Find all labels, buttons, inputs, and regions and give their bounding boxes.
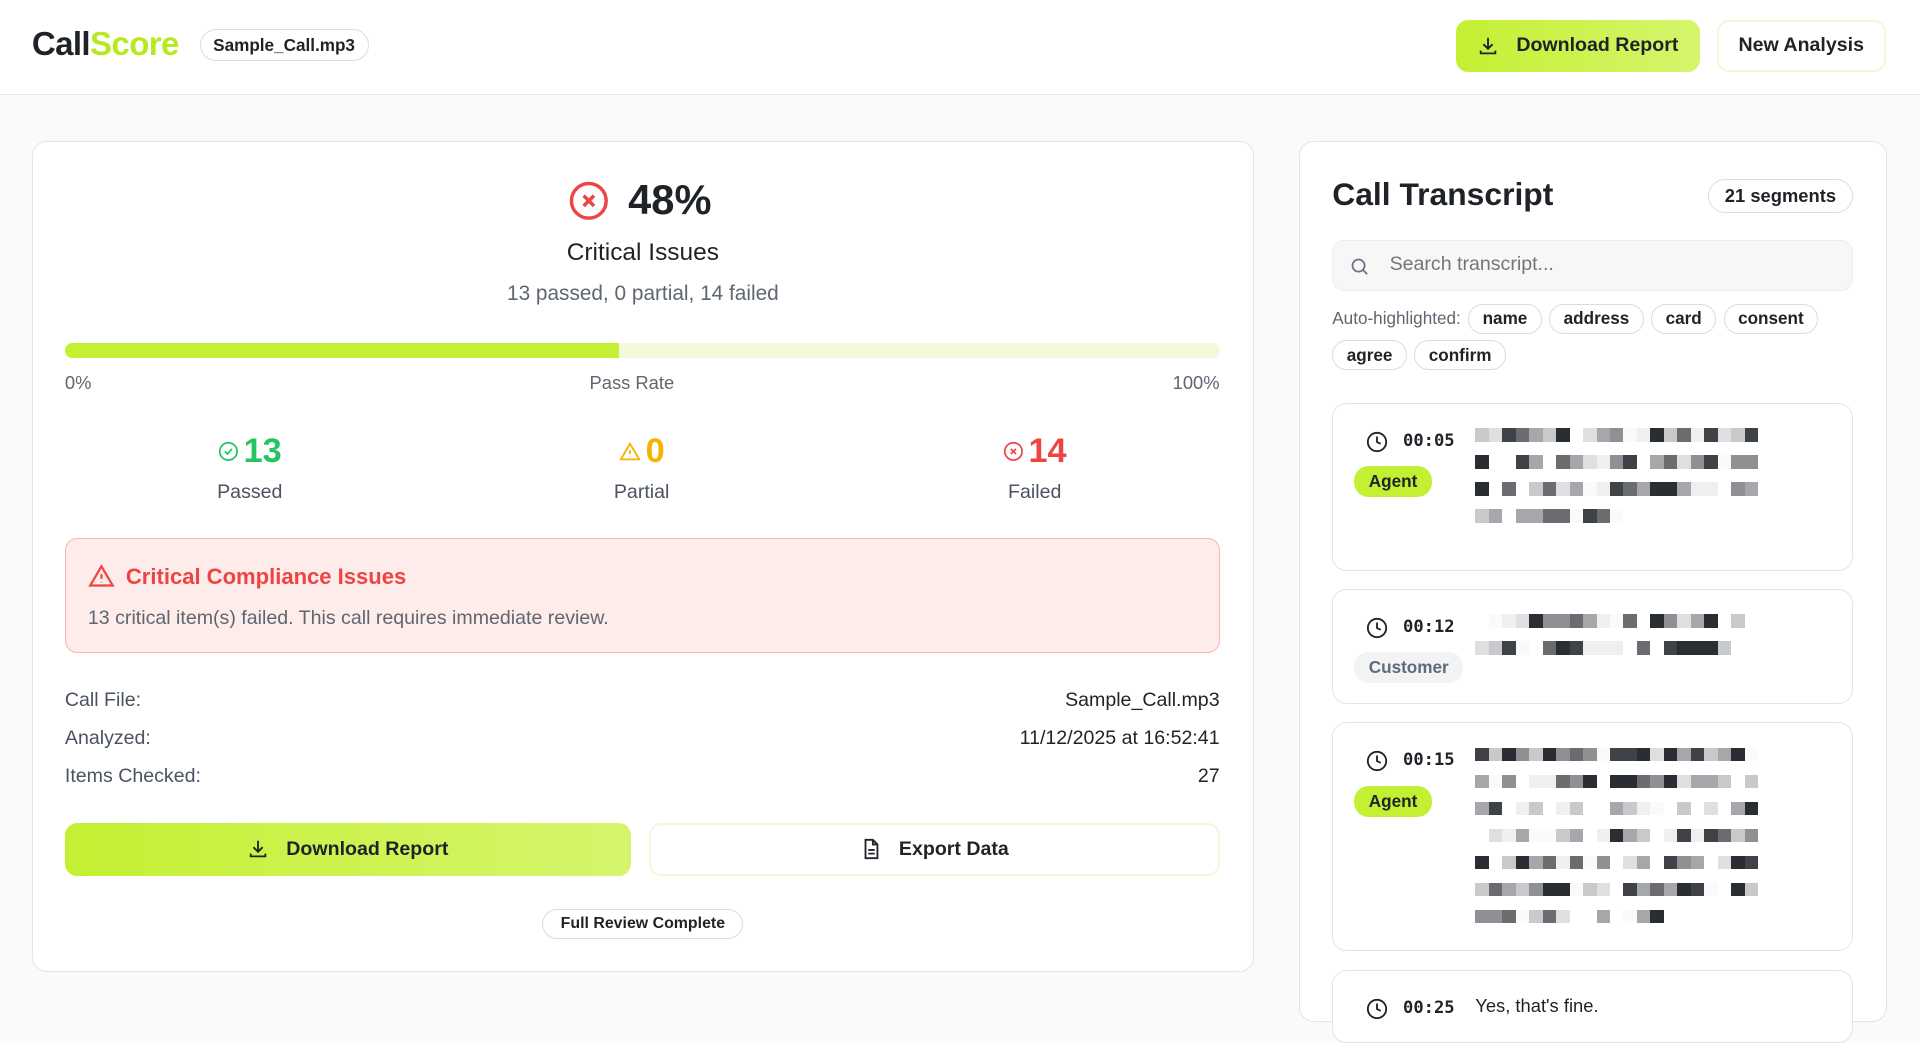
bar-min-label: 0% [64,372,92,394]
top-bar: CallScore Sample_Call.mp3 Download Repor… [0,0,1920,96]
export-label: Export Data [898,837,1009,860]
clock-icon [1367,431,1388,452]
logo-text: Call [31,25,91,63]
detail-row: Call File: Sample_Call.mp3 [65,689,1220,712]
detail-value: Sample_Call.mp3 [1065,689,1220,712]
detail-key: Analyzed: [64,727,151,750]
detail-value: 27 [1197,765,1220,788]
failed-count: 14 [1028,432,1067,471]
score-value: 48% [628,176,712,224]
status-title: Critical Issues [566,238,719,266]
header-download-report-button[interactable]: Download Report [1455,19,1700,73]
export-data-button[interactable]: Export Data [648,822,1220,876]
stat-passed: 13 Passed [127,432,372,504]
stat-partial: 0 Partial [519,432,764,504]
redacted-text [1475,428,1793,536]
warning-icon [618,441,641,460]
redacted-line [1475,482,1793,496]
segment-time: 00:15 [1403,750,1455,771]
pass-rate-fill [64,342,620,358]
speaker-badge: Customer [1354,652,1464,684]
keyword-chip[interactable]: agree [1332,340,1407,371]
segment-time: 00:05 [1403,430,1455,451]
bar-max-label: 100% [1172,372,1220,394]
redacted-line [1475,882,1793,897]
transcript-segment[interactable]: 00:12 Customer [1332,588,1853,705]
passed-label: Passed [217,481,283,504]
new-analysis-button[interactable]: New Analysis [1716,19,1886,73]
keyword-chip[interactable]: card [1651,303,1717,335]
partial-label: Partial [613,481,670,504]
bar-title-label: Pass Rate [589,372,675,394]
redacted-line [1475,509,1793,523]
redacted-text [1475,747,1793,937]
file-icon [864,839,879,860]
logo: CallScore [31,25,180,64]
failed-label: Failed [1008,481,1062,504]
transcript-title: Call Transcript [1332,176,1554,213]
critical-alert: Critical Compliance Issues 13 critical i… [64,537,1220,653]
file-chip: Sample_Call.mp3 [199,29,369,62]
download-icon [1479,37,1497,55]
detail-value: 11/12/2025 at 16:52:41 [1019,727,1220,750]
x-circle-icon [569,181,609,220]
redacted-line [1475,455,1793,469]
segment-time: 00:12 [1403,616,1455,637]
keyword-chip[interactable]: address [1549,303,1644,335]
search-transcript[interactable] [1332,240,1853,292]
clock-icon [1367,998,1388,1019]
redacted-line [1475,909,1793,924]
download-report-button[interactable]: Download Report [64,822,631,876]
clock-icon [1367,617,1388,639]
keyword-chip[interactable]: consent [1723,303,1819,335]
result-breakdown: 13 passed, 0 partial, 14 failed [507,281,779,305]
search-icon [1351,258,1368,275]
stat-failed: 14 Failed [912,432,1157,504]
redacted-line [1475,641,1793,655]
speaker-badge: Agent [1354,785,1432,817]
download-label: Download Report [1516,34,1679,57]
redacted-line [1475,428,1793,442]
redacted-line [1475,828,1793,843]
logo-text-accent: Score [90,25,179,63]
detail-row: Items Checked: 27 [65,765,1220,788]
transcript-segment[interactable]: 00:05 Agent [1332,402,1853,571]
download-icon [249,840,267,858]
clock-icon [1367,751,1388,772]
download-label: Download Report [286,837,449,860]
alert-message: 13 critical item(s) failed. This call re… [87,607,609,630]
keyword-chip[interactable]: confirm [1414,340,1506,371]
alert-triangle-icon [88,564,115,587]
segments-count: 21 segments [1708,178,1853,214]
transcript-segment[interactable]: 00:25 Yes, that's fine. [1332,969,1853,1043]
segment-text: Yes, that's fine. [1475,995,1599,1017]
redacted-line [1475,801,1793,816]
check-circle-icon [218,442,238,462]
pass-rate-bar [64,342,1220,358]
redacted-text [1475,614,1793,668]
partial-count: 0 [645,432,665,471]
transcript-segment[interactable]: 00:15 Agent [1332,722,1853,952]
detail-key: Call File: [64,689,142,712]
x-circle-icon [1003,442,1023,462]
redacted-line [1475,855,1793,870]
redacted-line [1475,614,1793,628]
keyword-chip[interactable]: name [1468,303,1542,335]
review-status-chip: Full Review Complete [542,908,744,940]
passed-count: 13 [243,432,282,471]
search-input[interactable] [1387,252,1833,278]
alert-title: Critical Compliance Issues [125,563,407,589]
auto-highlight-keywords: Auto-highlighted: name address card cons… [1332,303,1859,371]
redacted-line [1475,747,1793,762]
auto-highlight-label: Auto-highlighted: [1332,308,1461,329]
segment-time: 00:25 [1403,997,1455,1018]
redacted-line [1475,774,1793,789]
speaker-badge: Agent [1354,466,1432,498]
detail-row: Analyzed: 11/12/2025 at 16:52:41 [65,727,1220,750]
score-header: 48% [568,176,711,224]
detail-key: Items Checked: [64,765,201,788]
